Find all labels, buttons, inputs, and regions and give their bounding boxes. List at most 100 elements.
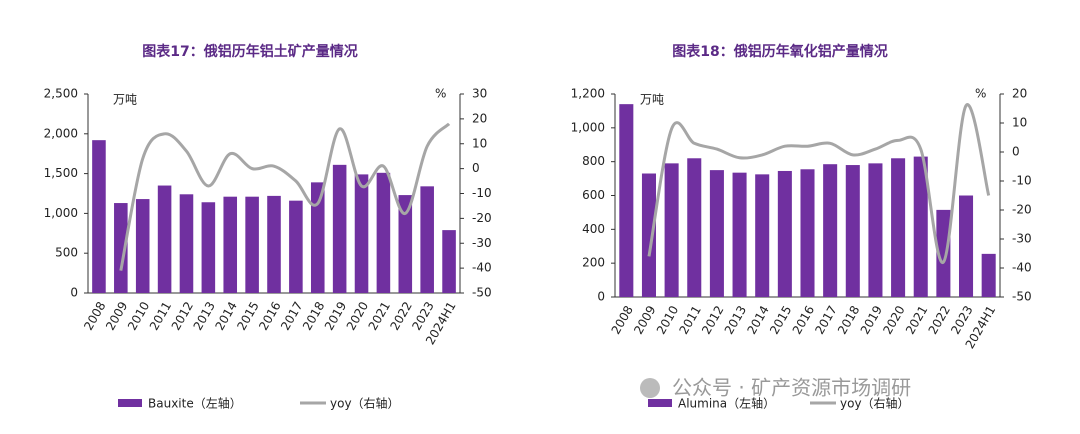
bar	[664, 163, 679, 297]
y-tick-label: 1,500	[44, 166, 78, 180]
y2-tick-label: -30	[472, 236, 492, 250]
x-tick-label: 2017	[278, 299, 305, 332]
bar	[245, 196, 259, 293]
legend-swatch	[648, 399, 672, 407]
y2-tick-label: -30	[1012, 232, 1032, 246]
y2-tick-label: -20	[1012, 203, 1032, 217]
y2-tick-label: 30	[472, 87, 487, 101]
x-tick-label: 2018	[300, 299, 327, 332]
x-tick-label: 2015	[767, 303, 794, 336]
bar	[135, 199, 150, 293]
y2-tick-label: -10	[1012, 174, 1032, 188]
y2-tick-label: -20	[472, 211, 492, 225]
x-tick-label: 2012	[169, 299, 196, 332]
y-tick-label: 600	[582, 188, 605, 202]
y-tick-label: 200	[582, 256, 605, 270]
x-tick-label: 2010	[654, 303, 681, 336]
unit-left: 万吨	[113, 93, 137, 107]
bar	[376, 172, 391, 293]
bar	[981, 253, 996, 297]
bar	[913, 156, 928, 297]
legend-label: yoy（右轴）	[840, 396, 910, 411]
x-tick-label: 2010	[125, 299, 152, 332]
y2-tick-label: 20	[472, 111, 487, 125]
y-tick-label: 1,000	[571, 120, 605, 134]
legend-label: Bauxite（左轴）	[148, 396, 242, 411]
bar	[868, 163, 883, 297]
y-tick-label: 1,200	[571, 87, 605, 101]
y-tick-label: 2,000	[44, 126, 78, 140]
y2-tick-label: 0	[1012, 145, 1020, 159]
chart-title: 图表18：俄铝历年氧化铝产量情况	[672, 43, 887, 60]
x-tick-label: 2015	[234, 299, 261, 332]
x-tick-label: 2012	[699, 303, 726, 336]
x-tick-label: 2011	[676, 303, 703, 336]
bar	[114, 203, 128, 293]
bar	[267, 195, 281, 293]
x-tick-label: 2021	[366, 299, 393, 332]
y2-tick-label: -50	[1012, 290, 1032, 304]
x-tick-label: 2013	[191, 299, 218, 332]
x-tick-label: 2013	[722, 303, 749, 336]
x-tick-label: 2008	[609, 303, 636, 336]
x-tick-label: 2019	[322, 299, 349, 332]
bar	[823, 164, 838, 297]
y2-tick-label: 10	[1012, 116, 1027, 130]
watermark-icon	[640, 378, 660, 398]
bar	[179, 194, 194, 293]
unit-left: 万吨	[640, 93, 664, 107]
bar	[442, 230, 456, 293]
bar	[619, 104, 634, 298]
y-tick-label: 800	[582, 154, 605, 168]
bar	[310, 182, 325, 293]
y2-tick-label: -10	[472, 186, 492, 200]
unit-right: %	[975, 87, 986, 101]
watermark: 公众号 · 矿产资源市场调研	[640, 376, 911, 400]
x-tick-label: 2014	[744, 303, 771, 336]
bar	[936, 209, 951, 297]
bar	[687, 158, 702, 297]
y2-tick-label: -50	[472, 286, 492, 300]
x-tick-label: 2016	[256, 299, 283, 332]
x-tick-label: 2009	[103, 299, 130, 332]
y-tick-label: 0	[70, 286, 78, 300]
bar	[420, 186, 434, 293]
x-tick-label: 2011	[147, 299, 174, 332]
unit-right: %	[435, 87, 446, 101]
bar	[157, 185, 172, 293]
x-tick-label: 2022	[926, 303, 953, 336]
chart-title: 图表17：俄铝历年铝土矿产量情况	[142, 43, 357, 60]
bar	[732, 172, 747, 297]
x-tick-label: 2008	[81, 299, 108, 332]
x-tick-label: 2009	[631, 303, 658, 336]
y2-tick-label: 20	[1012, 87, 1027, 101]
watermark-text: 公众号 · 矿产资源市场调研	[672, 376, 911, 400]
x-tick-label: 2019	[858, 303, 885, 336]
bar	[289, 200, 303, 293]
legend-label: Alumina（左轴）	[678, 396, 775, 411]
y2-tick-label: 0	[472, 161, 480, 175]
bar	[398, 195, 413, 293]
yoy-line	[647, 103, 991, 264]
x-tick-label: 2014	[212, 299, 239, 332]
bar	[709, 170, 724, 297]
bar	[332, 164, 347, 293]
bar	[959, 195, 974, 297]
y-tick-label: 0	[597, 290, 605, 304]
x-tick-label: 2016	[790, 303, 817, 336]
x-tick-label: 2021	[903, 303, 930, 336]
y-tick-label: 2,500	[44, 87, 78, 101]
yoy-line	[119, 122, 451, 271]
bar	[845, 165, 860, 297]
x-tick-label: 2022	[388, 299, 415, 332]
bar	[755, 174, 770, 297]
bar	[92, 140, 106, 293]
bar	[223, 196, 238, 293]
bar	[777, 170, 792, 297]
bar	[800, 169, 815, 297]
y-tick-label: 400	[582, 222, 605, 236]
legend-swatch	[118, 399, 142, 407]
